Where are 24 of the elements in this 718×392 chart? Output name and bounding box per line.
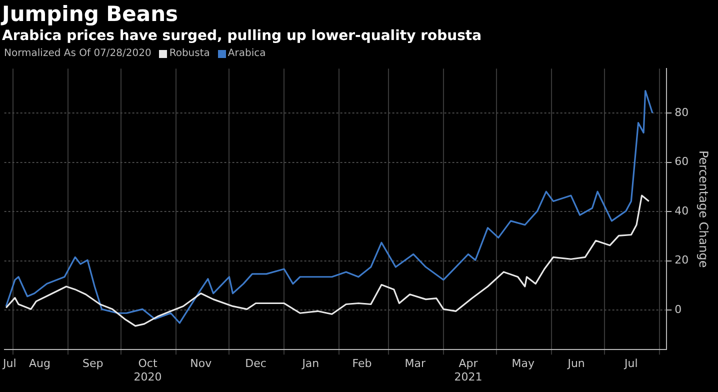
y-tick-label: 0 [674,303,682,316]
chart-title: Jumping Beans [0,1,180,27]
x-tick-label: May [512,357,536,370]
y-axis-title: Percentage Change [696,150,711,268]
x-tick-label: Jan [301,357,320,370]
x-tick-label: Aug [28,357,50,370]
x-tick-label: Dec [245,357,266,370]
x-tick-label: Apr 2021 [454,357,482,384]
x-tick-label: Mar [404,357,426,370]
legend-title: Normalized As Of 07/28/2020 [4,48,152,59]
x-tick-label: Jun [566,357,585,370]
legend-label: Arabica [228,48,266,59]
y-tick-label: 40 [674,204,689,218]
legend-label: Robusta [169,48,210,59]
x-tick-label: Sep [82,357,104,370]
x-tick-label: Feb [352,357,372,370]
x-tick-label: Oct 2020 [134,357,162,384]
y-tick-label: 80 [674,106,689,119]
x-tick-label: Jul [624,357,638,370]
x-tick-label: Jul [2,357,16,370]
y-tick-label: 20 [674,254,689,267]
y-tick-label: 60 [674,155,689,168]
chart-subtitle: Arabica prices have surged, pulling up lower-quality robusta [1,27,483,45]
x-tick-label: Nov [190,357,212,370]
